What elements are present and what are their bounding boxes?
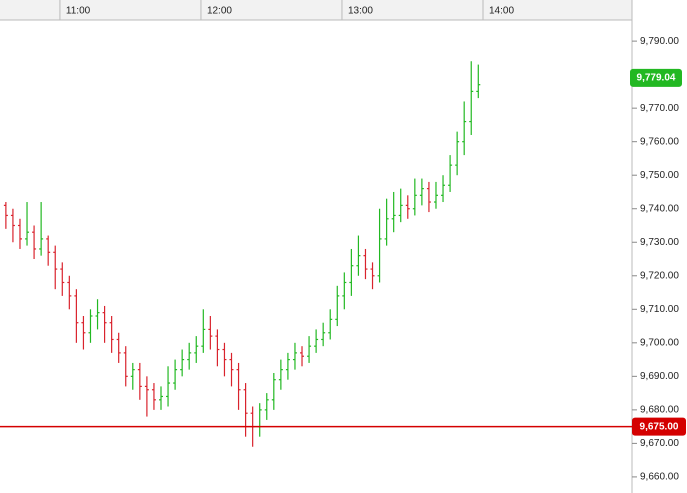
ohlc-bar	[130, 362, 135, 390]
ohlc-bar	[419, 178, 424, 206]
ohlc-bar	[398, 188, 403, 223]
time-strip	[0, 0, 632, 20]
y-tick-label: 9,740.00	[640, 203, 679, 214]
last-price-label: 9,779.04	[637, 73, 676, 84]
ohlc-bar	[441, 175, 446, 203]
ohlc-bar	[39, 202, 44, 256]
ohlc-bar	[328, 309, 333, 340]
ohlc-bar	[264, 393, 269, 420]
ohlc-bar	[412, 178, 417, 216]
ohlc-bar	[356, 235, 361, 276]
ohlc-bar	[314, 329, 319, 353]
ohlc-bar	[391, 191, 396, 233]
ohlc-bar	[95, 299, 100, 330]
ohlc-bar	[426, 181, 431, 213]
ohlc-bar	[53, 245, 58, 290]
y-tick-label: 9,730.00	[640, 237, 679, 248]
ohlc-bar	[17, 218, 22, 249]
ohlc-bar	[236, 362, 241, 410]
x-tick-label: 14:00	[489, 6, 514, 17]
ohlc-bar	[335, 285, 340, 327]
ohlc-bar	[455, 131, 460, 176]
ohlc-bar	[292, 342, 297, 370]
ohlc-bar	[469, 61, 474, 135]
ohlc-bar	[81, 316, 86, 350]
ohlc-bar	[74, 289, 79, 343]
level-label-box	[632, 417, 686, 436]
ohlc-bar	[25, 202, 30, 246]
y-tick-label: 9,700.00	[640, 337, 679, 348]
y-tick-label: 9,690.00	[640, 371, 679, 382]
ohlc-bar	[67, 275, 72, 310]
ohlc-bar	[342, 272, 347, 310]
ohlc-bar	[109, 316, 114, 353]
ohlc-bar	[363, 248, 368, 280]
y-tick-label: 9,770.00	[640, 103, 679, 114]
ohlc-bar	[46, 235, 51, 266]
ohlc-bar	[137, 362, 142, 400]
ohlc-bar	[10, 208, 15, 243]
y-tick-label: 9,660.00	[640, 472, 679, 483]
ohlc-bar	[32, 225, 37, 260]
y-tick-label: 9,750.00	[640, 170, 679, 181]
ohlc-bar	[194, 336, 199, 363]
ohlc-bar	[180, 349, 185, 377]
ohlc-bar	[215, 329, 220, 367]
ohlc-bar	[285, 352, 290, 380]
y-tick-label: 9,760.00	[640, 136, 679, 147]
last-price-box	[630, 68, 682, 87]
ohlc-bar	[433, 181, 438, 209]
ohlc-bar	[173, 359, 178, 390]
ohlc-bar	[201, 309, 206, 353]
ohlc-bar	[88, 309, 93, 343]
ohlc-bar	[123, 346, 128, 387]
x-tick-label: 11:00	[66, 6, 91, 17]
x-tick-label: 12:00	[207, 6, 232, 17]
ohlc-bar	[300, 346, 305, 367]
ohlc-bar	[307, 336, 312, 363]
y-tick-label: 9,670.00	[640, 438, 679, 449]
ohlc-bar	[60, 262, 65, 296]
ohlc-bar	[166, 366, 171, 407]
ohlc-bar	[405, 195, 410, 219]
ohlc-bar	[229, 352, 234, 387]
ohlc-bar	[222, 342, 227, 377]
ohlc-bar	[370, 262, 375, 290]
y-tick-label: 9,710.00	[640, 304, 679, 315]
ohlc-bar	[208, 316, 213, 350]
ohlc-bar	[384, 198, 389, 246]
y-tick-label: 9,680.00	[640, 405, 679, 416]
ohlc-bar	[448, 155, 453, 192]
ohlc-bar	[3, 202, 8, 229]
ohlc-bar	[377, 208, 382, 283]
ohlc-bar	[158, 386, 163, 410]
y-tick-label: 9,720.00	[640, 270, 679, 281]
ohlc-bar	[321, 322, 326, 347]
ohlc-bar	[144, 376, 149, 417]
ohlc-bar	[243, 383, 248, 437]
ohlc-bar	[151, 383, 156, 410]
ohlc-bar	[278, 359, 283, 390]
ohlc-bar	[271, 372, 276, 410]
y-tick-label: 9,790.00	[640, 36, 679, 47]
x-tick-label: 13:00	[348, 6, 373, 17]
ohlc-bar	[116, 332, 121, 363]
level-label: 9,675.00	[640, 421, 679, 432]
ohlc-bar	[462, 101, 467, 156]
ohlc-bar	[476, 64, 481, 99]
ohlc-bar	[187, 342, 192, 370]
ohlc-bar	[349, 248, 354, 296]
ohlc-bar	[102, 305, 107, 343]
